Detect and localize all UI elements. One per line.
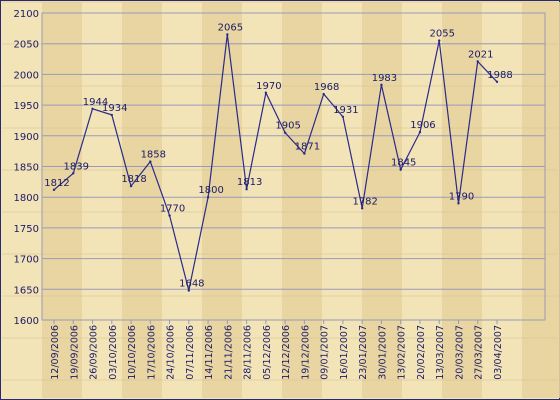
wood-plank bbox=[322, 2, 362, 398]
data-point bbox=[168, 214, 171, 217]
y-tick-label: 1900 bbox=[14, 132, 39, 143]
data-label: 1970 bbox=[256, 81, 281, 92]
data-label: 2021 bbox=[468, 50, 493, 61]
data-label: 1770 bbox=[160, 204, 185, 215]
wood-plank bbox=[282, 2, 322, 398]
x-tick-label: 16/01/2007 bbox=[339, 325, 350, 380]
y-tick-label: 1800 bbox=[14, 193, 39, 204]
x-tick-label: 05/12/2006 bbox=[262, 325, 273, 380]
data-label: 1944 bbox=[83, 97, 108, 108]
data-label: 1813 bbox=[237, 177, 262, 188]
x-tick-label: 21/11/2006 bbox=[223, 325, 234, 380]
data-point bbox=[110, 113, 113, 117]
data-point bbox=[303, 152, 306, 155]
data-point bbox=[341, 115, 345, 118]
y-tick-label: 1600 bbox=[14, 316, 39, 327]
x-tick-label: 20/02/2007 bbox=[416, 325, 427, 380]
data-point bbox=[418, 130, 422, 134]
data-point bbox=[264, 91, 268, 95]
data-label: 1812 bbox=[44, 178, 69, 189]
wood-plank bbox=[162, 2, 202, 398]
x-tick-label: 19/12/2006 bbox=[300, 325, 311, 380]
wood-plank bbox=[482, 2, 522, 398]
data-label: 2055 bbox=[429, 29, 454, 40]
data-label: 1858 bbox=[141, 150, 166, 161]
data-label: 1782 bbox=[352, 196, 377, 207]
x-tick-label: 13/02/2007 bbox=[397, 325, 408, 380]
wood-plank bbox=[42, 2, 82, 398]
wood-plank bbox=[362, 2, 402, 398]
y-tick-label: 1850 bbox=[14, 163, 39, 174]
data-label: 1818 bbox=[121, 174, 146, 185]
data-point bbox=[149, 160, 152, 163]
data-point bbox=[91, 107, 94, 110]
wood-plank bbox=[2, 2, 42, 398]
y-tick-label: 1950 bbox=[14, 101, 39, 112]
data-point bbox=[399, 168, 402, 171]
x-tick-label: 09/01/2007 bbox=[320, 325, 331, 380]
data-point bbox=[476, 60, 479, 63]
series-line bbox=[53, 34, 498, 291]
x-tick-label: 03/10/2006 bbox=[108, 325, 119, 380]
y-tick-label: 1750 bbox=[14, 224, 39, 235]
data-label: 1934 bbox=[102, 103, 127, 114]
wood-plank bbox=[242, 2, 282, 398]
wood-plank bbox=[82, 2, 122, 398]
x-tick-label: 13/03/2007 bbox=[435, 325, 446, 380]
wood-plank bbox=[522, 2, 560, 398]
data-point bbox=[245, 188, 248, 191]
x-tick-label: 30/01/2007 bbox=[377, 325, 388, 380]
x-tick-label: 14/11/2006 bbox=[204, 325, 215, 380]
x-tick-label: 23/01/2007 bbox=[358, 325, 369, 380]
data-point bbox=[360, 207, 364, 210]
x-tick-label: 10/10/2006 bbox=[127, 325, 138, 380]
data-label: 1800 bbox=[198, 185, 223, 196]
data-label: 1968 bbox=[314, 82, 339, 93]
data-point bbox=[283, 131, 287, 134]
y-tick-label: 1700 bbox=[14, 255, 39, 266]
wood-plank bbox=[202, 2, 242, 398]
x-tick-label: 28/11/2006 bbox=[243, 325, 254, 380]
data-label: 1871 bbox=[295, 142, 320, 153]
data-label: 1905 bbox=[275, 121, 300, 132]
data-point bbox=[457, 202, 460, 205]
y-tick-label: 1650 bbox=[14, 285, 39, 296]
y-tick-label: 2100 bbox=[14, 9, 39, 20]
wood-plank bbox=[122, 2, 162, 398]
data-point bbox=[495, 80, 499, 83]
wood-plank bbox=[442, 2, 482, 398]
x-tick-label: 24/10/2006 bbox=[166, 325, 177, 380]
x-tick-label: 19/09/2006 bbox=[69, 325, 80, 380]
x-tick-label: 12/12/2006 bbox=[281, 325, 292, 380]
data-label: 2065 bbox=[218, 22, 243, 33]
x-tick-label: 12/09/2006 bbox=[50, 325, 61, 380]
data-point bbox=[438, 39, 441, 42]
data-label: 1906 bbox=[410, 120, 435, 131]
data-label: 1790 bbox=[449, 191, 474, 202]
data-point bbox=[187, 289, 191, 292]
data-point bbox=[52, 188, 56, 192]
data-label: 1988 bbox=[487, 70, 512, 81]
data-point bbox=[206, 196, 210, 199]
x-tick-label: 17/10/2006 bbox=[146, 325, 157, 380]
x-tick-label: 07/11/2006 bbox=[185, 325, 196, 380]
data-label: 1845 bbox=[391, 158, 416, 169]
data-point bbox=[129, 184, 133, 188]
data-point bbox=[322, 92, 325, 96]
x-tick-label: 03/04/2007 bbox=[493, 325, 504, 380]
data-label: 1839 bbox=[64, 161, 89, 172]
x-tick-label: 27/03/2007 bbox=[474, 325, 485, 380]
y-tick-label: 2050 bbox=[14, 40, 39, 51]
wood-plank bbox=[402, 2, 442, 398]
data-label: 1983 bbox=[372, 73, 397, 84]
data-point bbox=[226, 33, 229, 36]
data-point bbox=[380, 83, 383, 87]
y-tick-label: 2000 bbox=[14, 70, 39, 81]
data-point bbox=[72, 172, 75, 175]
data-label: 1648 bbox=[179, 279, 204, 290]
data-label: 1931 bbox=[333, 105, 358, 116]
x-tick-label: 20/03/2007 bbox=[454, 325, 465, 380]
x-tick-label: 26/09/2006 bbox=[89, 325, 100, 380]
